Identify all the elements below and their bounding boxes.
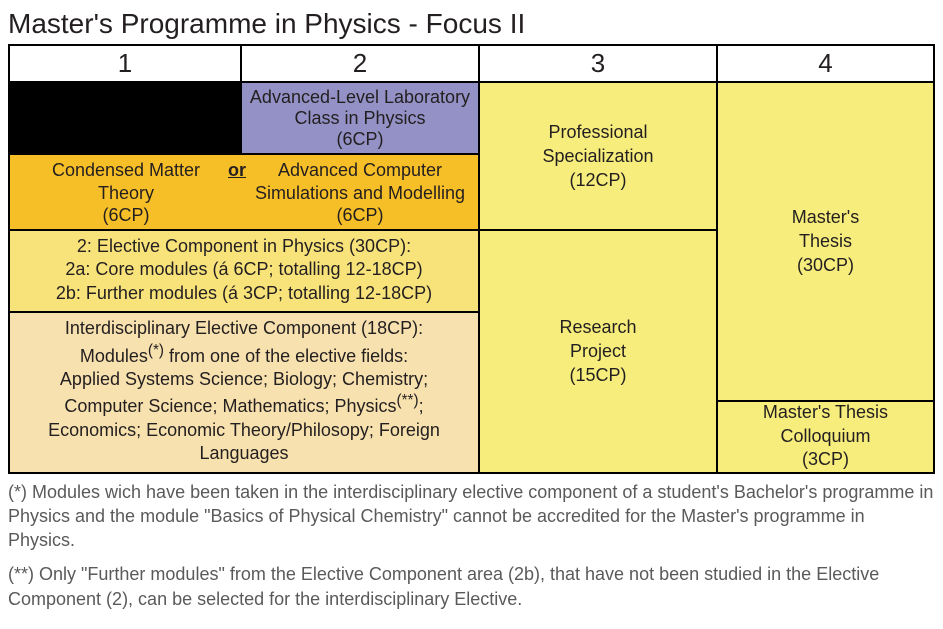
footnote-2: (**) Only "Further modules" from the Ele… (8, 562, 935, 611)
ac-line1: Advanced Computer (246, 159, 474, 182)
footnotes: (*) Modules wich have been taken in the … (8, 480, 935, 611)
inter-line4-sup: (**) (397, 392, 419, 409)
masters-thesis-cell: Master's Thesis (30CP) (718, 83, 933, 402)
thesis-line3: (30CP) (718, 253, 933, 277)
ac-line2: Simulations and Modelling (246, 182, 474, 205)
colloq-line2: Colloquium (718, 425, 933, 448)
thesis-line2: Thesis (718, 229, 933, 253)
inter-line2-post: from one of the elective fields: (164, 346, 408, 366)
inter-line5: Economics; Economic Theory/Philosopy; Fo… (18, 419, 470, 442)
elective-line2: 2a: Core modules (á 6CP; totalling 12-18… (18, 258, 470, 281)
thesis-line1: Master's (718, 205, 933, 229)
lab-line2: Class in Physics (246, 108, 474, 129)
condensed-matter-cell: Condensed Matter Theory (6CP) (10, 155, 242, 231)
or-row: Condensed Matter Theory (6CP) Advanced C… (10, 155, 478, 231)
lab-line1: Advanced-Level Laboratory (246, 87, 474, 108)
inter-line4-pre: Computer Science; Mathematics; Physics (64, 396, 396, 416)
cm-line3: (6CP) (14, 204, 238, 227)
professional-specialization-cell: Professional Specialization (12CP) (480, 83, 716, 231)
or-label: or (228, 160, 246, 181)
elective-line1: 2: Elective Component in Physics (30CP): (18, 235, 470, 258)
colloquium-cell: Master's Thesis Colloquium (3CP) (718, 402, 933, 472)
research-project-cell: Research Project (15CP) (480, 231, 716, 472)
elective-line3: 2b: Further modules (á 3CP; totalling 12… (18, 282, 470, 305)
cm-line1: Condensed Matter (14, 159, 238, 182)
cm-line2: Theory (14, 182, 238, 205)
elective-row: 2: Elective Component in Physics (30CP):… (10, 231, 478, 313)
programme-grid: 1 2 3 4 Advanced-Level Laboratory Class … (8, 44, 935, 474)
columns-1-2: Advanced-Level Laboratory Class in Physi… (10, 83, 480, 472)
prof-line3: (12CP) (480, 168, 716, 192)
prof-line1: Professional (480, 120, 716, 144)
inter-line2: Modules(*) from one of the elective fiel… (18, 341, 470, 368)
page-title: Master's Programme in Physics - Focus II (8, 8, 935, 40)
inter-line3: Applied Systems Science; Biology; Chemis… (18, 368, 470, 391)
lab-row: Advanced-Level Laboratory Class in Physi… (10, 83, 478, 155)
semester-2-header: 2 (242, 46, 480, 83)
colloq-line3: (3CP) (718, 448, 933, 471)
lab-line3: (6CP) (246, 129, 474, 150)
inter-line1: Interdisciplinary Elective Component (18… (18, 317, 470, 340)
lab-blank-cell (10, 83, 242, 155)
interdisciplinary-row: Interdisciplinary Elective Component (18… (10, 313, 478, 471)
semester-header-row: 1 2 3 4 (10, 46, 933, 83)
footnote-1: (*) Modules wich have been taken in the … (8, 480, 935, 553)
lab-cell: Advanced-Level Laboratory Class in Physi… (242, 83, 478, 155)
research-line2: Project (480, 339, 716, 363)
column-3: Professional Specialization (12CP) Resea… (480, 83, 718, 472)
ac-line3: (6CP) (246, 204, 474, 227)
research-line3: (15CP) (480, 363, 716, 387)
inter-line2-pre: Modules (80, 346, 148, 366)
semester-1-header: 1 (10, 46, 242, 83)
inter-line4: Computer Science; Mathematics; Physics(*… (18, 391, 470, 418)
inter-line2-sup: (*) (148, 342, 164, 359)
research-line1: Research (480, 315, 716, 339)
advanced-computer-cell: Advanced Computer Simulations and Modell… (242, 155, 478, 231)
inter-line6: Languages (18, 442, 470, 465)
grid-body: Advanced-Level Laboratory Class in Physi… (10, 83, 933, 472)
semester-4-header: 4 (718, 46, 933, 83)
semester-3-header: 3 (480, 46, 718, 83)
colloq-line1: Master's Thesis (718, 401, 933, 424)
inter-line4-post: ; (419, 396, 424, 416)
column-4: Master's Thesis (30CP) Master's Thesis C… (718, 83, 933, 472)
prof-line2: Specialization (480, 144, 716, 168)
